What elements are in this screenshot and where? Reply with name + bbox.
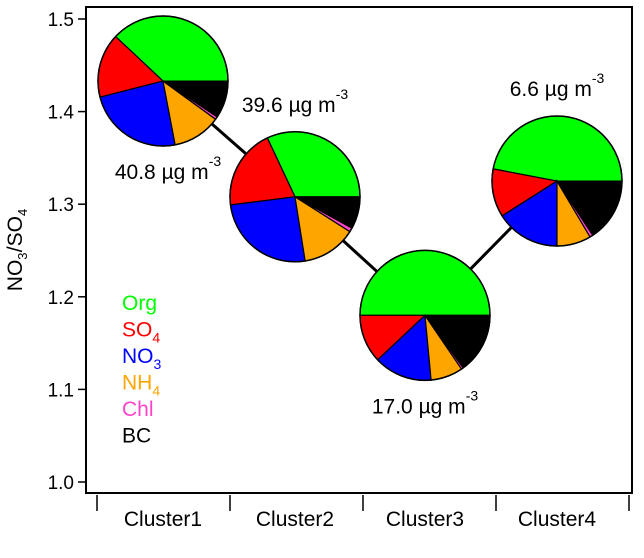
y-tick-label: 1.1 bbox=[48, 380, 74, 401]
y-label-part: NO bbox=[4, 260, 27, 292]
legend-item-chl: Chl bbox=[122, 398, 154, 421]
mass-unit-exponent: -3 bbox=[209, 153, 222, 169]
y-tick-label: 1.3 bbox=[48, 195, 74, 216]
mass-concentration-label: 39.6 µg m-3 bbox=[242, 86, 348, 117]
legend-label: Org bbox=[122, 292, 157, 315]
legend-label: NH bbox=[122, 372, 152, 395]
legend-item-so: SO4 bbox=[122, 319, 160, 346]
mass-value: 6.6 µg m bbox=[510, 78, 592, 101]
mass-concentration-label: 17.0 µg m-3 bbox=[372, 387, 478, 418]
mass-unit-exponent: -3 bbox=[466, 387, 479, 403]
legend-label: SO bbox=[122, 319, 152, 342]
mass-unit-exponent: -3 bbox=[592, 70, 605, 86]
y-label-subscript: 3 bbox=[15, 252, 30, 259]
legend-item-no: NO3 bbox=[122, 345, 162, 372]
pie-cluster4 bbox=[492, 116, 622, 246]
mass-concentration-label: 40.8 µg m-3 bbox=[115, 153, 221, 184]
x-tick-label: Cluster4 bbox=[518, 508, 597, 531]
y-tick-label: 1.5 bbox=[48, 10, 74, 31]
x-tick-label: Cluster3 bbox=[386, 508, 464, 531]
mass-value: 39.6 µg m bbox=[242, 94, 336, 117]
pie-cluster3 bbox=[360, 250, 490, 380]
y-label-subscript: 4 bbox=[15, 209, 30, 216]
legend-subscript: 3 bbox=[154, 356, 162, 372]
x-tick-label: Cluster2 bbox=[256, 508, 334, 531]
pie-slice-no bbox=[231, 197, 306, 262]
pie-slice-org bbox=[360, 250, 490, 315]
pie-cluster2 bbox=[230, 132, 360, 262]
y-axis-label: NO3 /SO4 bbox=[4, 209, 30, 291]
y-tick-label: 1.4 bbox=[48, 103, 75, 124]
mass-concentration-label: 6.6 µg m-3 bbox=[510, 70, 605, 101]
pie-slice-org bbox=[493, 116, 622, 181]
y-tick-label: 1.0 bbox=[48, 473, 74, 494]
legend-item-org: Org bbox=[122, 292, 157, 315]
pie-cluster1 bbox=[98, 16, 228, 146]
legend-label: NO bbox=[122, 345, 154, 368]
y-label-part: /SO bbox=[4, 216, 27, 252]
legend-label: BC bbox=[122, 425, 151, 448]
mass-unit-exponent: -3 bbox=[336, 86, 349, 102]
x-tick-label: Cluster1 bbox=[124, 508, 202, 531]
legend-item-nh: NH4 bbox=[122, 372, 160, 399]
mass-value: 17.0 µg m bbox=[372, 395, 466, 418]
legend-item-bc: BC bbox=[122, 425, 151, 448]
legend-subscript: 4 bbox=[152, 383, 160, 399]
mass-value: 40.8 µg m bbox=[115, 161, 209, 184]
y-tick-label: 1.2 bbox=[48, 288, 74, 309]
legend-subscript: 4 bbox=[152, 330, 160, 346]
legend-label: Chl bbox=[122, 398, 154, 421]
